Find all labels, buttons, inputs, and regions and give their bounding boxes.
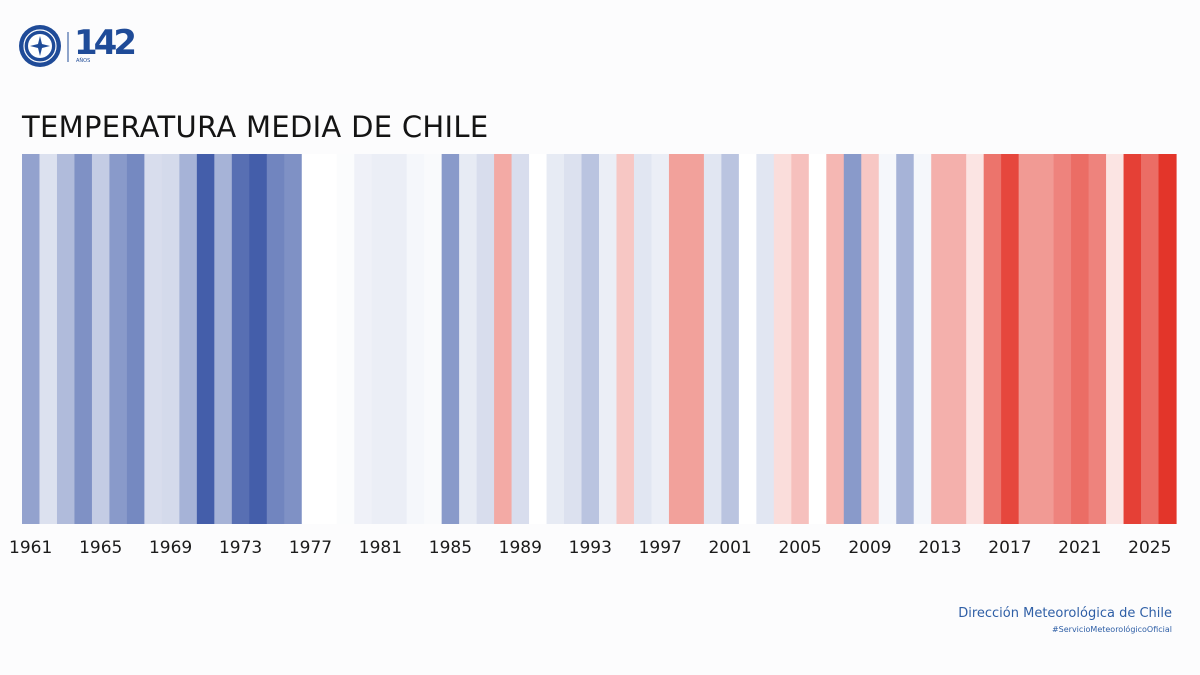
stripe-1967 — [126, 154, 145, 524]
tick-label-1997: 1997 — [639, 538, 682, 558]
tick-label-2025: 2025 — [1128, 538, 1171, 558]
stripe-2015 — [966, 154, 985, 524]
tick-label-1993: 1993 — [569, 538, 612, 558]
stripe-1979 — [336, 154, 355, 524]
stripe-1975 — [266, 154, 285, 524]
stripe-2019 — [1036, 154, 1055, 524]
anniversary-number: 142 — [74, 23, 137, 63]
stripe-1982 — [389, 154, 408, 524]
stripe-1973 — [231, 154, 250, 524]
stripe-2018 — [1018, 154, 1037, 524]
stripe-1978 — [319, 154, 338, 524]
stripe-2006 — [808, 154, 827, 524]
tick-label-1961: 1961 — [9, 538, 52, 558]
footer-hashtag: #ServicioMeteorológicoOficial — [1051, 625, 1172, 634]
stripe-1976 — [284, 154, 303, 524]
stripe-2014 — [948, 154, 967, 524]
stripe-1996 — [633, 154, 653, 524]
tick-label-1989: 1989 — [499, 538, 542, 558]
tick-label-2021: 2021 — [1058, 538, 1101, 558]
tick-label-2005: 2005 — [778, 538, 821, 558]
stripe-2013 — [931, 154, 950, 524]
stripe-1970 — [179, 154, 198, 524]
stripes-group — [22, 154, 1177, 524]
stripe-1980 — [354, 154, 373, 524]
stripe-2026 — [1158, 154, 1177, 524]
stripe-1988 — [494, 154, 513, 524]
logo: 142 AÑOS — [18, 22, 137, 70]
stripe-2024 — [1123, 154, 1142, 524]
stripe-2005 — [791, 154, 810, 524]
stripe-2022 — [1088, 154, 1107, 524]
stripe-2010 — [878, 154, 897, 524]
stripe-1969 — [161, 154, 180, 524]
stripe-2002 — [738, 154, 757, 524]
stripe-1968 — [144, 154, 163, 524]
stripe-1989 — [511, 154, 530, 524]
stripe-1974 — [249, 154, 268, 524]
dmc-emblem-icon — [19, 25, 69, 67]
stripe-2004 — [773, 154, 792, 524]
stripe-2009 — [861, 154, 880, 524]
stripe-1995 — [616, 154, 635, 524]
stripe-1992 — [564, 154, 583, 524]
stripe-1987 — [476, 154, 495, 524]
chart-title: TEMPERATURA MEDIA DE CHILE — [22, 110, 489, 144]
stripe-1985 — [441, 154, 460, 524]
stripe-1984 — [424, 154, 443, 524]
stripe-2001 — [721, 154, 740, 524]
stripe-1961 — [22, 154, 41, 524]
stripe-2007 — [826, 154, 845, 524]
stripe-2011 — [896, 154, 915, 524]
anniversary-unit: AÑOS — [76, 58, 91, 64]
stripe-1993 — [581, 154, 600, 524]
stripe-2021 — [1071, 154, 1090, 524]
footer: Dirección Meteorológica de Chile #Servic… — [958, 606, 1172, 634]
stripe-1990 — [529, 154, 548, 524]
stripe-1964 — [74, 154, 93, 524]
stripe-2008 — [843, 154, 862, 524]
tick-label-1965: 1965 — [79, 538, 122, 558]
anniversary-logo: 142 — [74, 20, 137, 66]
stripe-1963 — [56, 154, 76, 524]
stripe-2012 — [913, 154, 932, 524]
tick-label-1985: 1985 — [429, 538, 472, 558]
tick-label-2013: 2013 — [918, 538, 961, 558]
stripe-1999 — [686, 154, 705, 524]
tick-label-1981: 1981 — [359, 538, 402, 558]
stripe-1981 — [371, 154, 390, 524]
tick-label-2001: 2001 — [708, 538, 751, 558]
tick-label-2009: 2009 — [848, 538, 891, 558]
tick-label-2017: 2017 — [988, 538, 1031, 558]
stripe-1994 — [599, 154, 618, 524]
tick-label-1977: 1977 — [289, 538, 332, 558]
stripe-2017 — [1001, 154, 1020, 524]
stripe-2025 — [1141, 154, 1160, 524]
stripe-1986 — [459, 154, 478, 524]
stripe-1977 — [301, 154, 320, 524]
footer-org: Dirección Meteorológica de Chile — [958, 606, 1172, 621]
x-axis-ticks: 1961 1965 1969 1973 1977 1981 1985 1989 1993 1997… — [9, 538, 1171, 558]
tick-label-1969: 1969 — [149, 538, 192, 558]
stripe-1962 — [39, 154, 58, 524]
stripe-1966 — [109, 154, 128, 524]
stripe-1998 — [668, 154, 688, 524]
stripe-2020 — [1053, 154, 1072, 524]
stripe-2000 — [703, 154, 722, 524]
tick-label-1973: 1973 — [219, 538, 262, 558]
stripe-2003 — [756, 154, 775, 524]
stripe-1991 — [546, 154, 565, 524]
stripe-2016 — [983, 154, 1002, 524]
stripe-1972 — [214, 154, 233, 524]
stripe-1997 — [651, 154, 670, 524]
stripe-1971 — [196, 154, 215, 524]
stripe-2023 — [1106, 154, 1125, 524]
stripe-1983 — [406, 154, 425, 524]
stripe-1965 — [91, 154, 111, 524]
